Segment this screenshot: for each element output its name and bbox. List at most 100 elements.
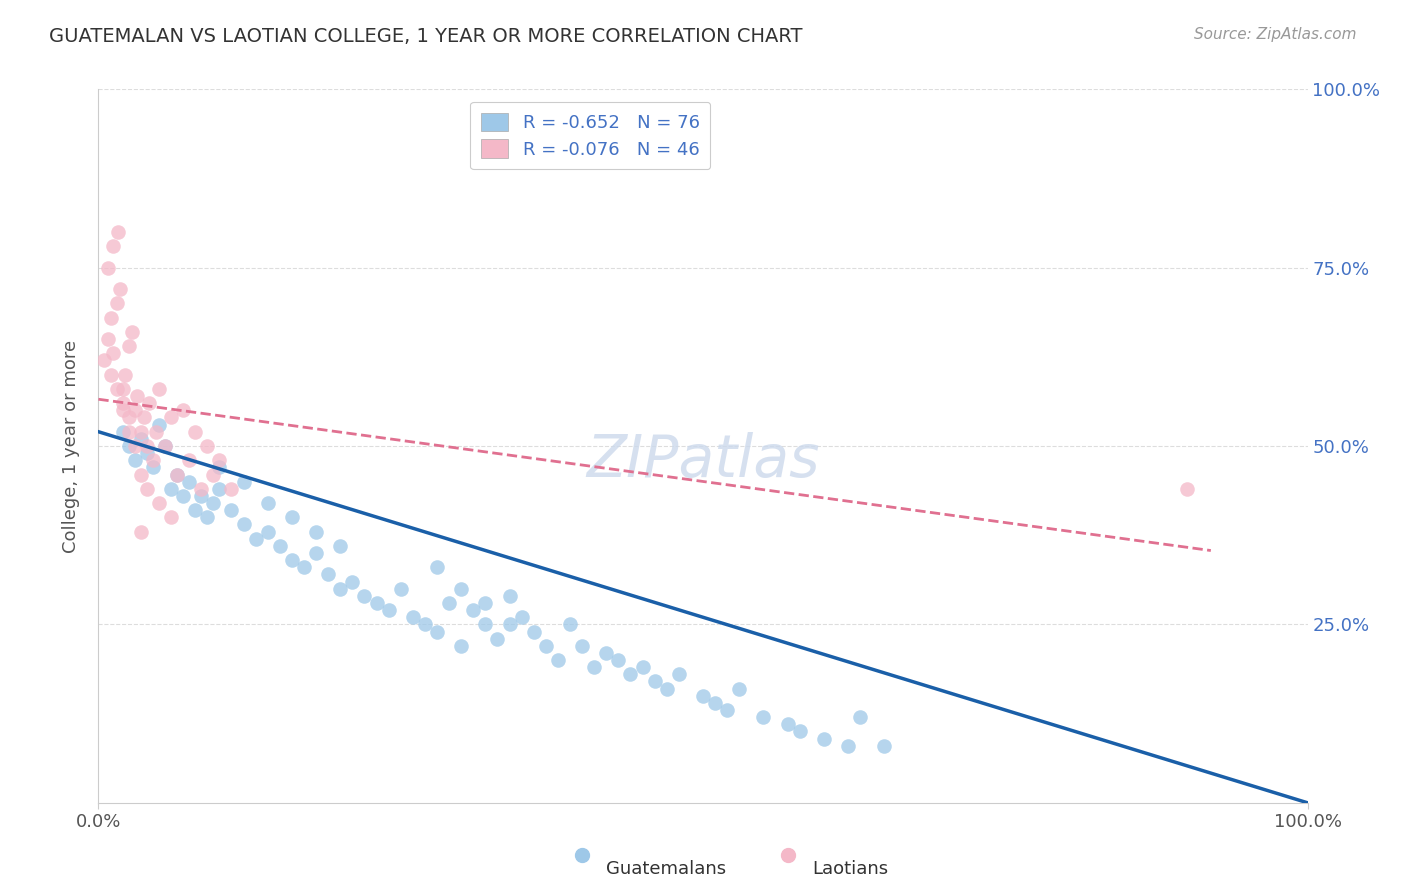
Point [121,325,143,339]
Point [160,482,183,496]
Point [184,425,207,439]
Point [148,417,170,432]
Legend: R = -0.652   N = 76, R = -0.076   N = 46: R = -0.652 N = 76, R = -0.076 N = 46 [470,102,710,169]
Point [118,339,141,353]
Point [305,546,328,560]
Point [100,368,122,382]
Point [558,617,581,632]
Point [583,660,606,674]
Point [208,453,231,467]
Point [179,475,201,489]
Point [486,632,509,646]
Point [195,439,218,453]
Point [184,503,207,517]
Point [813,731,835,746]
Point [97,332,120,346]
Point [413,617,436,632]
Point [114,368,136,382]
Point [118,439,141,453]
Point [208,482,231,496]
Point [101,239,124,253]
Text: ZIPatlas: ZIPatlas [586,432,820,489]
Point [129,425,152,439]
Point [776,717,799,731]
Point [208,460,231,475]
Point [153,439,176,453]
Point [221,503,243,517]
Point [704,696,727,710]
Point [202,496,225,510]
Point [148,382,170,396]
Point [849,710,872,724]
Point [329,539,352,553]
Point [108,282,131,296]
Point [118,410,141,425]
Point [281,510,304,524]
Point [101,346,124,360]
Point [342,574,364,589]
Point [668,667,690,681]
Point [607,653,630,667]
Point [129,524,152,539]
Point [232,517,254,532]
Point [135,439,157,453]
Point [619,667,641,681]
Point [111,425,134,439]
Point [124,403,146,417]
Point [1175,482,1198,496]
Point [111,396,134,410]
Point [789,724,811,739]
Point [510,610,533,624]
Point [93,353,115,368]
Point [655,681,678,696]
Point [129,432,152,446]
Point [148,496,170,510]
Point [366,596,388,610]
Point [474,617,496,632]
Text: GUATEMALAN VS LAOTIAN COLLEGE, 1 YEAR OR MORE CORRELATION CHART: GUATEMALAN VS LAOTIAN COLLEGE, 1 YEAR OR… [49,27,803,45]
Point [202,467,225,482]
Point [124,453,146,467]
Point [256,496,278,510]
Point [97,260,120,275]
Point [873,739,896,753]
Point [134,410,156,425]
Point [190,482,212,496]
Point [281,553,304,567]
Point [172,403,194,417]
Point [269,539,291,553]
Point [716,703,738,717]
Point [111,382,134,396]
Point [127,389,149,403]
Point [160,410,183,425]
Point [402,610,425,624]
Point [166,467,188,482]
Text: Source: ZipAtlas.com: Source: ZipAtlas.com [1194,27,1357,42]
Point [190,489,212,503]
Point [245,532,267,546]
Point [837,739,859,753]
Point [145,425,167,439]
Point [752,710,775,724]
Point [166,467,188,482]
Point [256,524,278,539]
Point [135,446,157,460]
Point [153,439,176,453]
Point [692,689,714,703]
Point [111,403,134,417]
Point [142,453,165,467]
Point [474,596,496,610]
Point [498,617,520,632]
Point [426,560,449,574]
Point [547,653,569,667]
Point [329,582,352,596]
Point [195,510,218,524]
Point [450,639,472,653]
Point [124,439,146,453]
Point [571,639,593,653]
Point [644,674,666,689]
Point [105,382,128,396]
Point [316,567,339,582]
Point [426,624,449,639]
Point [728,681,751,696]
